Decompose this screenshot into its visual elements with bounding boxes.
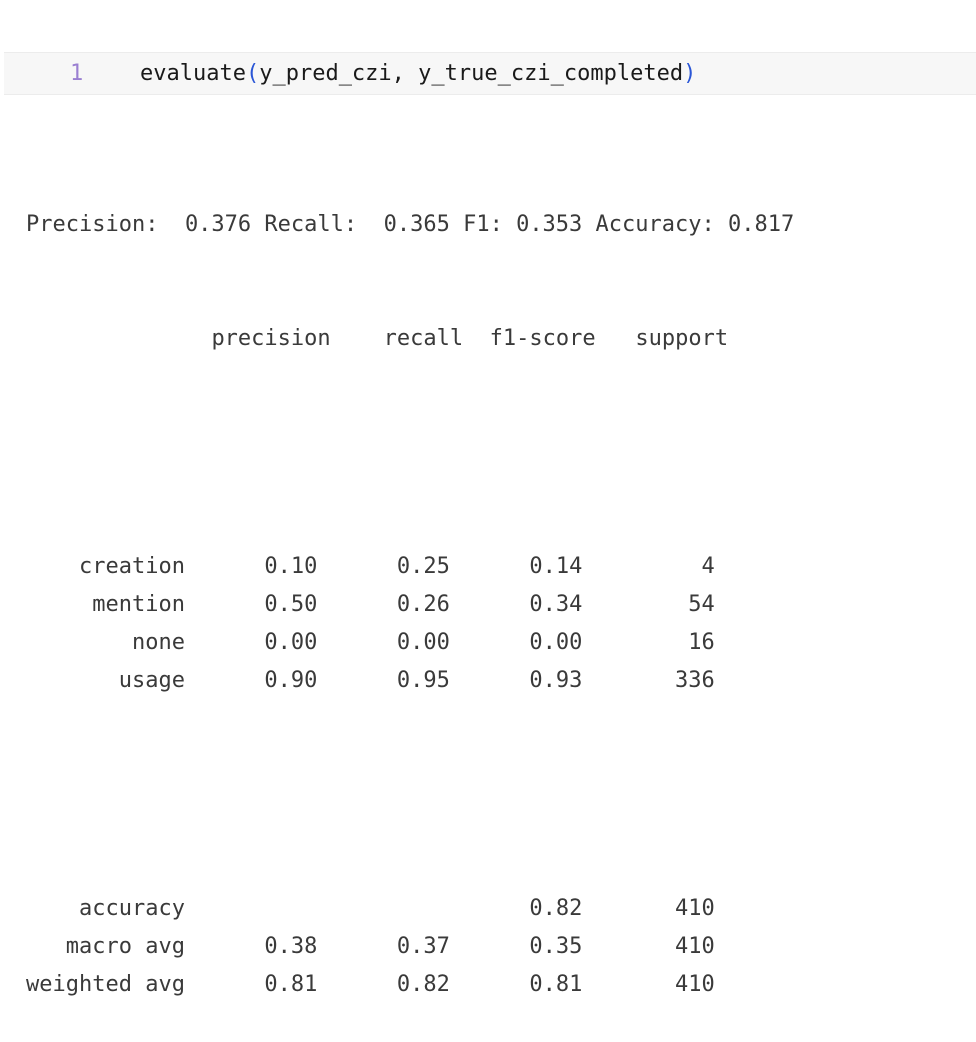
cell-output: Precision: 0.376 Recall: 0.365 F1: 0.353… bbox=[26, 130, 794, 1042]
close-paren: ) bbox=[683, 61, 697, 86]
blank-line bbox=[26, 434, 794, 472]
metrics-summary: Precision: 0.376 Recall: 0.365 F1: 0.353… bbox=[26, 212, 795, 237]
report-row: accuracy 0.82 410 bbox=[26, 890, 794, 928]
row-precision bbox=[185, 896, 317, 921]
row-recall: 0.95 bbox=[317, 668, 450, 693]
row-recall bbox=[317, 896, 449, 921]
row-f1: 0.81 bbox=[449, 972, 583, 997]
row-label: none bbox=[26, 630, 185, 655]
row-recall: 0.25 bbox=[317, 554, 450, 579]
row-support: 336 bbox=[582, 668, 715, 693]
row-recall: 0.82 bbox=[317, 972, 450, 997]
report-header: precision recall f1-score support bbox=[26, 320, 794, 358]
row-precision: 0.81 bbox=[184, 972, 318, 997]
row-f1: 0.14 bbox=[449, 554, 583, 579]
row-support: 410 bbox=[582, 934, 715, 959]
report-row: weighted avg 0.81 0.82 0.81 410 bbox=[26, 966, 794, 1004]
row-precision: 0.90 bbox=[184, 668, 318, 693]
header-recall: recall bbox=[383, 326, 464, 351]
row-precision: 0.10 bbox=[184, 554, 318, 579]
row-f1: 0.34 bbox=[449, 592, 583, 617]
report-row: none 0.00 0.00 0.00 16 bbox=[26, 624, 794, 662]
row-precision: 0.50 bbox=[184, 592, 318, 617]
row-support: 4 bbox=[582, 554, 715, 579]
row-precision: 0.38 bbox=[184, 934, 318, 959]
row-recall: 0.00 bbox=[317, 630, 450, 655]
code-cell-input[interactable]: 1 evaluate(y_pred_czi, y_true_czi_comple… bbox=[4, 52, 976, 95]
row-label: mention bbox=[26, 592, 185, 617]
row-label: usage bbox=[26, 668, 185, 693]
row-label: weighted avg bbox=[26, 972, 185, 997]
row-label: accuracy bbox=[26, 896, 185, 921]
row-support: 410 bbox=[582, 972, 715, 997]
report-row: creation 0.10 0.25 0.14 4 bbox=[26, 548, 794, 586]
blank-line bbox=[26, 776, 794, 814]
open-paren: ( bbox=[245, 61, 260, 86]
row-f1: 0.93 bbox=[449, 668, 583, 693]
row-support: 16 bbox=[582, 630, 715, 655]
header-precision: precision bbox=[211, 326, 331, 351]
row-support: 410 bbox=[582, 896, 715, 921]
report-row: usage 0.90 0.95 0.93 336 bbox=[26, 662, 794, 700]
row-f1: 0.00 bbox=[449, 630, 583, 655]
header-f1: f1-score bbox=[489, 326, 596, 351]
row-label: creation bbox=[26, 554, 185, 579]
class-rows: creation 0.10 0.25 0.14 4 mention 0.50 0… bbox=[26, 548, 794, 700]
row-recall: 0.26 bbox=[317, 592, 450, 617]
header-support: support bbox=[635, 326, 729, 351]
row-label: macro avg bbox=[26, 934, 185, 959]
function-args: y_pred_czi, y_true_czi_completed bbox=[259, 61, 684, 86]
line-number: 1 bbox=[70, 61, 84, 86]
report-row: mention 0.50 0.26 0.34 54 bbox=[26, 586, 794, 624]
row-precision: 0.00 bbox=[184, 630, 318, 655]
row-f1: 0.82 bbox=[449, 896, 583, 921]
row-support: 54 bbox=[582, 592, 715, 617]
average-rows: accuracy 0.82 410 macro avg 0.38 0.37 0.… bbox=[26, 890, 794, 1004]
code-line[interactable]: evaluate(y_pred_czi, y_true_czi_complete… bbox=[140, 61, 696, 87]
report-row: macro avg 0.38 0.37 0.35 410 bbox=[26, 928, 794, 966]
row-f1: 0.35 bbox=[449, 934, 583, 959]
row-recall: 0.37 bbox=[317, 934, 450, 959]
function-name: evaluate bbox=[140, 61, 246, 86]
